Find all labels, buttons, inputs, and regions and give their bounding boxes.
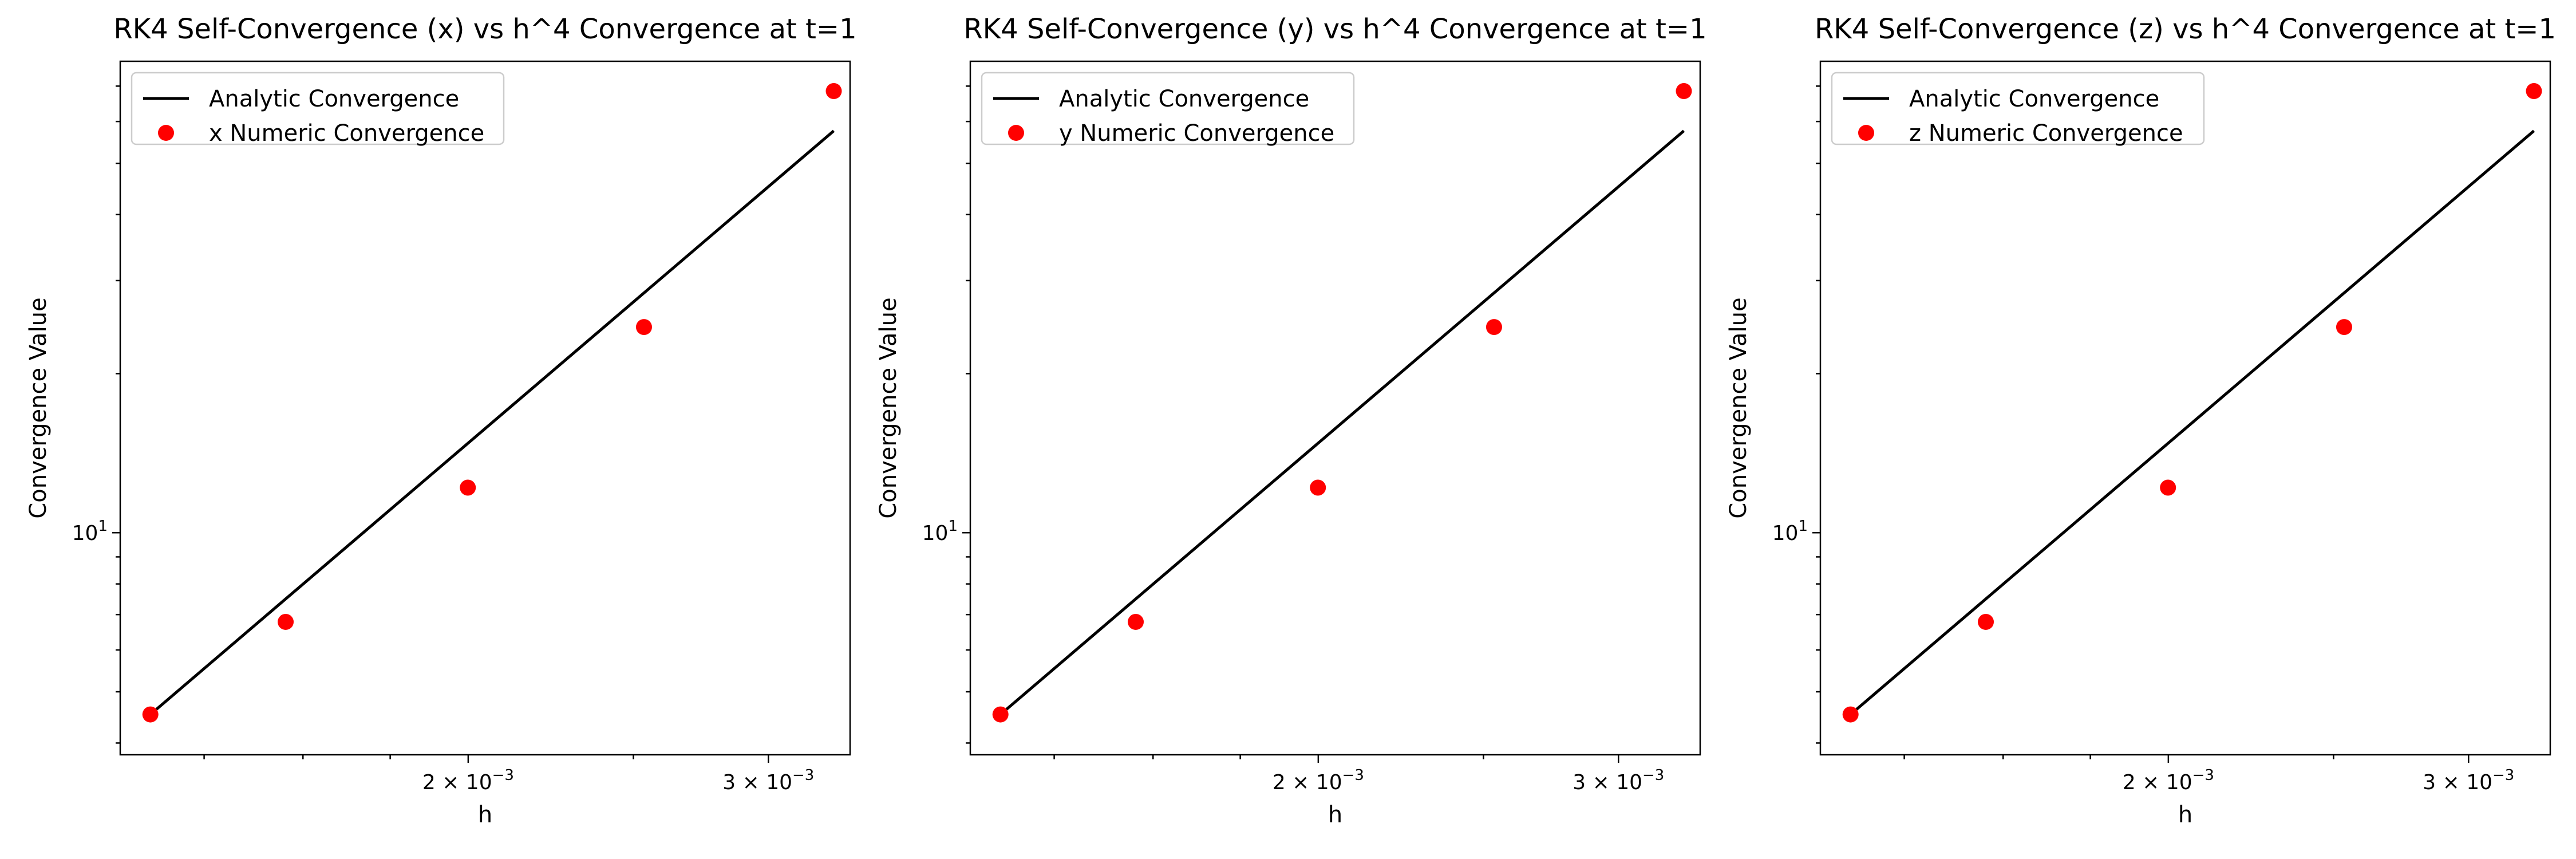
analytic-convergence-line xyxy=(1850,129,2535,716)
legend-box xyxy=(1831,72,2205,145)
x-tick-label: 3 × 10−3 xyxy=(1573,767,1664,794)
numeric-convergence-point xyxy=(825,83,842,100)
numeric-convergence-point xyxy=(1676,83,1692,100)
y-axis-label: Convergence Value xyxy=(25,297,52,518)
x-axis-label: h xyxy=(2178,802,2192,828)
x-tick-label: 3 × 10−3 xyxy=(2423,767,2514,794)
chart-title: RK4 Self-Convergence (z) vs h^4 Converge… xyxy=(1815,13,2556,45)
numeric-convergence-point xyxy=(1485,319,1502,336)
y-axis-label: Convergence Value xyxy=(1725,297,1752,518)
legend-marker-swatch xyxy=(1858,125,1874,141)
legend-entry-label: Analytic Convergence xyxy=(1059,86,1309,112)
numeric-convergence-point xyxy=(460,479,476,496)
x-tick-label: 2 × 10−3 xyxy=(422,767,514,794)
chart-title: RK4 Self-Convergence (y) vs h^4 Converge… xyxy=(963,13,1706,45)
y-tick-label: 101 xyxy=(1772,518,1808,545)
numeric-convergence-point xyxy=(635,319,652,336)
y-tick-label: 101 xyxy=(922,518,958,545)
legend-entry-label: x Numeric Convergence xyxy=(209,120,484,147)
numeric-convergence-point xyxy=(1842,706,1859,723)
numeric-convergence-point xyxy=(1978,613,1994,630)
x-axis-label: h xyxy=(1328,802,1342,828)
numeric-convergence-point xyxy=(2336,319,2352,336)
legend-entry-label: Analytic Convergence xyxy=(1909,86,2159,112)
chart-panel-3: RK4 Self-Convergence (z) vs h^4 Converge… xyxy=(1725,13,2556,828)
y-tick-label: 101 xyxy=(72,518,108,545)
axes-frame xyxy=(1819,60,2551,756)
x-axis-label: h xyxy=(478,802,492,828)
axes-frame xyxy=(969,60,1701,756)
axes-frame xyxy=(119,60,851,756)
y-axis-label: Convergence Value xyxy=(875,297,902,518)
legend-entry-label: y Numeric Convergence xyxy=(1059,120,1334,147)
numeric-convergence-point xyxy=(2160,479,2176,496)
legend-marker-swatch xyxy=(1008,125,1024,141)
numeric-convergence-point xyxy=(142,706,159,723)
numeric-convergence-point xyxy=(1310,479,1326,496)
numeric-convergence-point xyxy=(992,706,1009,723)
legend-box xyxy=(131,72,505,145)
numeric-convergence-point xyxy=(278,613,294,630)
legend-entry-label: Analytic Convergence xyxy=(209,86,459,112)
chart-title: RK4 Self-Convergence (x) vs h^4 Converge… xyxy=(113,13,856,45)
analytic-convergence-line xyxy=(149,129,835,716)
x-tick-label: 2 × 10−3 xyxy=(1273,767,1364,794)
numeric-convergence-point xyxy=(1128,613,1144,630)
x-tick-label: 2 × 10−3 xyxy=(2123,767,2214,794)
chart-panel-1: RK4 Self-Convergence (x) vs h^4 Converge… xyxy=(25,13,857,828)
chart-panel-2: RK4 Self-Convergence (y) vs h^4 Converge… xyxy=(875,13,1707,828)
x-tick-label: 3 × 10−3 xyxy=(722,767,814,794)
legend-marker-swatch xyxy=(158,125,174,141)
legend-box xyxy=(981,72,1355,145)
analytic-convergence-line xyxy=(999,129,1685,716)
legend-entry-label: z Numeric Convergence xyxy=(1909,120,2183,147)
numeric-convergence-point xyxy=(2526,83,2542,100)
